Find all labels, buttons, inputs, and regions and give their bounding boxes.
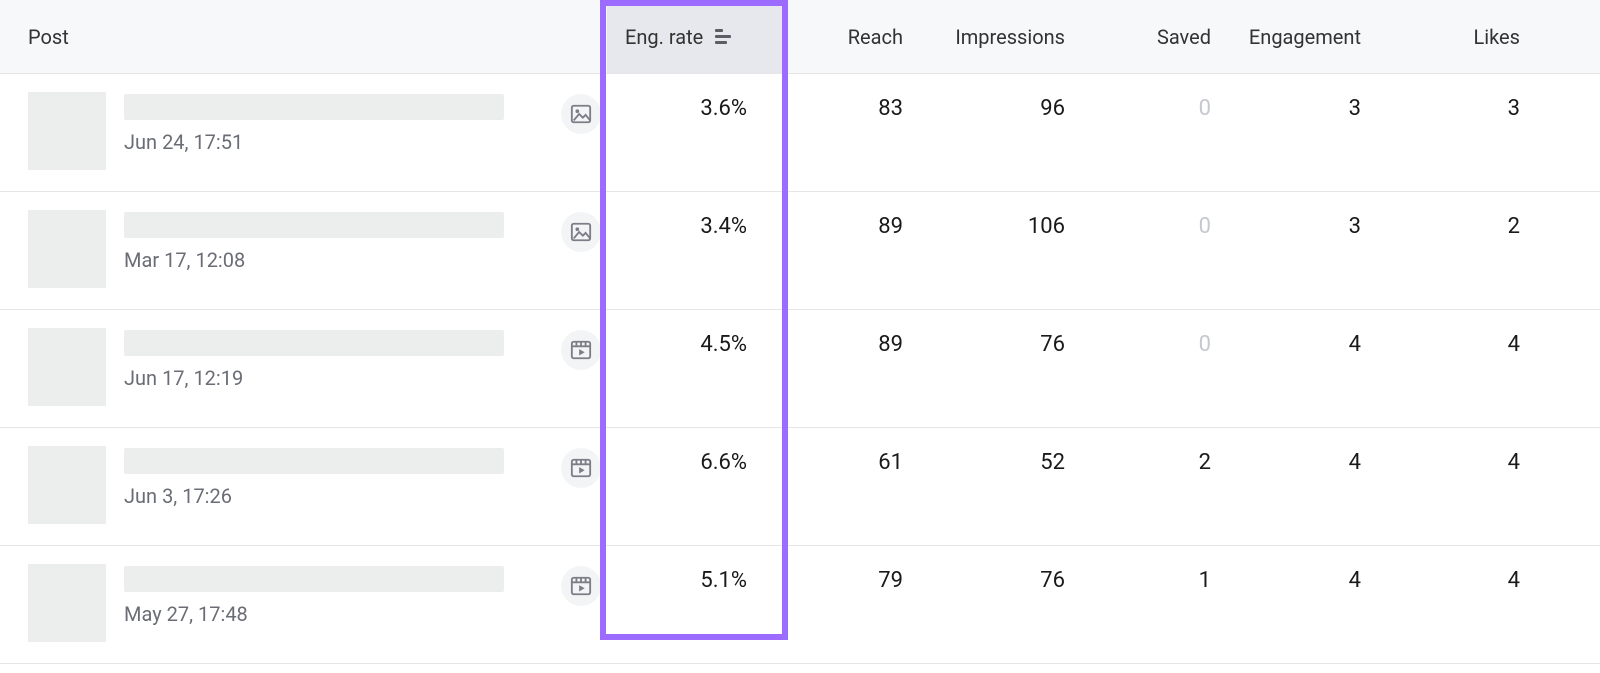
cell-engagement: 4 xyxy=(1225,328,1375,357)
video-type-icon xyxy=(561,330,601,370)
post-thumbnail[interactable] xyxy=(28,210,106,288)
post-title-placeholder xyxy=(124,566,504,592)
table-row[interactable]: Jun 24, 17:513.6%8396033 xyxy=(0,74,1600,192)
table-row[interactable]: Mar 17, 12:08 3.4%89106032 xyxy=(0,192,1600,310)
cell-post: May 27, 17:48 xyxy=(0,564,607,642)
post-timestamp: Mar 17, 12:08 xyxy=(124,248,553,272)
posts-table: Post Eng. rate Reach Impressions Saved E… xyxy=(0,0,1600,664)
table-body: Jun 24, 17:513.6%8396033Mar 17, 12:083.4… xyxy=(0,74,1600,664)
cell-post: Jun 24, 17:51 xyxy=(0,92,607,170)
cell-saved: 0 xyxy=(1079,210,1225,239)
cell-engagement: 4 xyxy=(1225,564,1375,593)
post-thumbnail[interactable] xyxy=(28,446,106,524)
table-header-row: Post Eng. rate Reach Impressions Saved E… xyxy=(0,0,1600,74)
col-header-eng-rate-label: Eng. rate xyxy=(625,25,703,49)
post-title-placeholder xyxy=(124,448,504,474)
cell-post: Mar 17, 12:08 xyxy=(0,210,607,288)
post-timestamp: May 27, 17:48 xyxy=(124,602,553,626)
post-thumbnail[interactable] xyxy=(28,328,106,406)
table-row[interactable]: May 27, 17:485.1%7976144 xyxy=(0,546,1600,664)
post-timestamp: Jun 17, 12:19 xyxy=(124,366,553,390)
cell-likes: 4 xyxy=(1375,446,1550,475)
video-type-icon xyxy=(561,566,601,606)
cell-impressions: 96 xyxy=(917,92,1079,121)
post-title-placeholder xyxy=(124,94,504,120)
cell-reach: 89 xyxy=(787,210,917,239)
cell-likes: 3 xyxy=(1375,92,1550,121)
post-thumbnail[interactable] xyxy=(28,92,106,170)
cell-saved: 1 xyxy=(1079,564,1225,593)
col-header-likes[interactable]: Likes xyxy=(1375,25,1550,49)
col-header-reach[interactable]: Reach xyxy=(787,25,917,49)
cell-likes: 4 xyxy=(1375,328,1550,357)
cell-reach: 83 xyxy=(787,92,917,121)
post-body: Jun 24, 17:51 xyxy=(124,92,553,154)
cell-eng-rate: 6.6% xyxy=(607,446,787,475)
post-timestamp: Jun 3, 17:26 xyxy=(124,484,553,508)
video-type-icon xyxy=(561,448,601,488)
cell-engagement: 4 xyxy=(1225,446,1375,475)
post-body: Mar 17, 12:08 xyxy=(124,210,553,272)
cell-impressions: 52 xyxy=(917,446,1079,475)
col-header-eng-rate[interactable]: Eng. rate xyxy=(607,0,787,73)
cell-likes: 4 xyxy=(1375,564,1550,593)
table-row[interactable]: Jun 3, 17:266.6%6152244 xyxy=(0,428,1600,546)
post-body: May 27, 17:48 xyxy=(124,564,553,626)
cell-impressions: 76 xyxy=(917,328,1079,357)
cell-impressions: 76 xyxy=(917,564,1079,593)
table-row[interactable]: Jun 17, 12:194.5%8976044 xyxy=(0,310,1600,428)
cell-engagement: 3 xyxy=(1225,210,1375,239)
cell-post: Jun 3, 17:26 xyxy=(0,446,607,524)
cell-eng-rate: 5.1% xyxy=(607,564,787,593)
col-header-impressions[interactable]: Impressions xyxy=(917,25,1079,49)
cell-post: Jun 17, 12:19 xyxy=(0,328,607,406)
sort-descending-icon xyxy=(715,29,731,44)
cell-likes: 2 xyxy=(1375,210,1550,239)
cell-saved: 2 xyxy=(1079,446,1225,475)
image-type-icon xyxy=(561,212,601,252)
cell-reach: 89 xyxy=(787,328,917,357)
cell-eng-rate: 3.6% xyxy=(607,92,787,121)
col-header-engagement[interactable]: Engagement xyxy=(1225,25,1375,49)
col-header-saved[interactable]: Saved xyxy=(1079,25,1225,49)
cell-reach: 61 xyxy=(787,446,917,475)
image-type-icon xyxy=(561,94,601,134)
post-title-placeholder xyxy=(124,212,504,238)
post-thumbnail[interactable] xyxy=(28,564,106,642)
post-timestamp: Jun 24, 17:51 xyxy=(124,130,553,154)
post-title-placeholder xyxy=(124,330,504,356)
col-header-post[interactable]: Post xyxy=(0,25,607,49)
cell-saved: 0 xyxy=(1079,92,1225,121)
cell-impressions: 106 xyxy=(917,210,1079,239)
post-body: Jun 17, 12:19 xyxy=(124,328,553,390)
cell-reach: 79 xyxy=(787,564,917,593)
cell-eng-rate: 3.4% xyxy=(607,210,787,239)
post-body: Jun 3, 17:26 xyxy=(124,446,553,508)
cell-eng-rate: 4.5% xyxy=(607,328,787,357)
cell-engagement: 3 xyxy=(1225,92,1375,121)
cell-saved: 0 xyxy=(1079,328,1225,357)
